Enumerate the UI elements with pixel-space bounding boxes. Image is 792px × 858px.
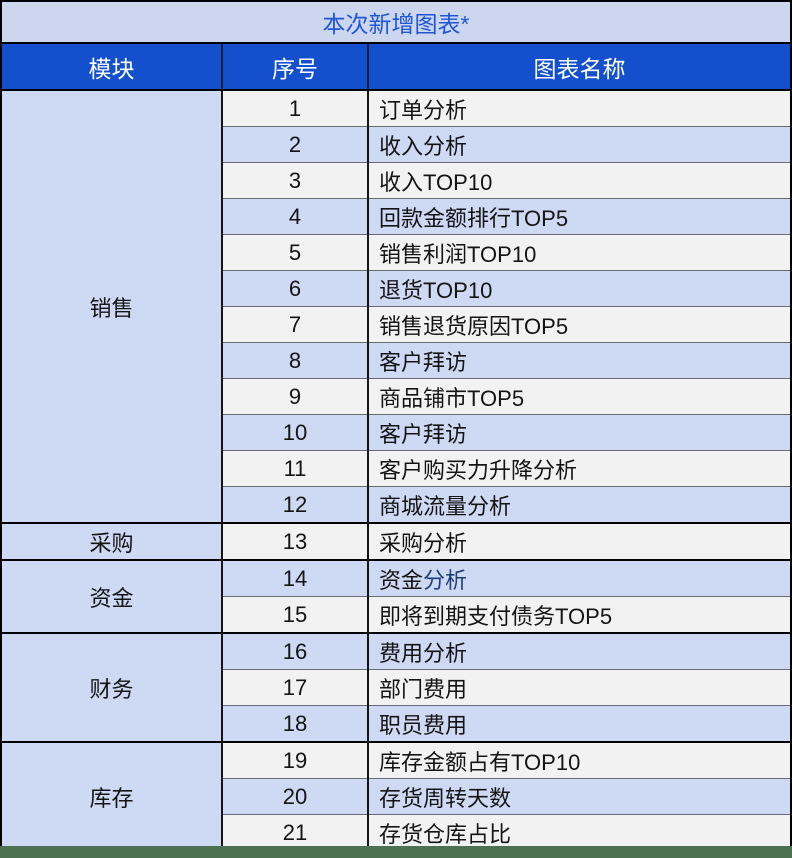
table-row: 15 即将到期支付债务TOP5 bbox=[2, 596, 790, 633]
index-cell: 12 bbox=[222, 486, 369, 523]
table-row: 10 客户拜访 bbox=[2, 414, 790, 451]
bottom-green-bar bbox=[0, 846, 792, 858]
column-header-module: 模块 bbox=[2, 44, 222, 91]
chart-name-cell: 资金分析 bbox=[368, 559, 790, 597]
table-row: 18 职员费用 bbox=[2, 705, 790, 742]
table-row: 4 回款金额排行TOP5 bbox=[2, 198, 790, 235]
table-row: 5 销售利润TOP10 bbox=[2, 234, 790, 271]
chart-name-cell: 销售利润TOP10 bbox=[368, 234, 790, 271]
table-header: 模块 序号 图表名称 bbox=[2, 44, 790, 91]
index-cell: 21 bbox=[222, 814, 369, 850]
chart-name-cell: 回款金额排行TOP5 bbox=[368, 198, 790, 235]
index-cell: 7 bbox=[222, 306, 369, 343]
table-row: 21 存货仓库占比 bbox=[2, 814, 790, 850]
index-cell: 10 bbox=[222, 414, 369, 451]
index-cell: 5 bbox=[222, 234, 369, 271]
module-cell: 库存 bbox=[2, 741, 223, 850]
chart-name-link-text: 分析 bbox=[423, 567, 468, 593]
table-body: 销售 1 订单分析 2 收入分析 3 收入TOP10 4 回款金额排行TOP5 5 销售利润TOP1… bbox=[2, 89, 790, 850]
table-row: 3 收入TOP10 bbox=[2, 162, 790, 199]
chart-name-cell: 采购分析 bbox=[368, 522, 790, 560]
index-cell: 15 bbox=[222, 596, 369, 633]
index-cell: 11 bbox=[222, 450, 369, 487]
table-row: 资金 14 资金分析 bbox=[2, 559, 790, 633]
table-row: 财务 16 费用分析 bbox=[2, 632, 790, 742]
chart-name-cell: 费用分析 bbox=[368, 632, 790, 670]
table-row: 2 收入分析 bbox=[2, 126, 790, 163]
chart-name-cell: 收入TOP10 bbox=[368, 162, 790, 199]
chart-name-cell: 收入分析 bbox=[368, 126, 790, 163]
column-header-index: 序号 bbox=[221, 44, 368, 91]
index-cell: 13 bbox=[222, 522, 369, 560]
column-header-name: 图表名称 bbox=[367, 44, 790, 91]
index-cell: 19 bbox=[222, 741, 369, 779]
chart-name-cell: 存货仓库占比 bbox=[368, 814, 790, 850]
module-cell: 资金 bbox=[2, 559, 223, 633]
index-cell: 1 bbox=[222, 89, 369, 127]
module-cell: 采购 bbox=[2, 522, 223, 560]
chart-name-cell: 客户拜访 bbox=[368, 342, 790, 379]
table-row: 20 存货周转天数 bbox=[2, 778, 790, 815]
chart-name-cell: 销售退货原因TOP5 bbox=[368, 306, 790, 343]
index-cell: 3 bbox=[222, 162, 369, 199]
index-cell: 2 bbox=[222, 126, 369, 163]
table-row: 7 销售退货原因TOP5 bbox=[2, 306, 790, 343]
charts-table: 模块 序号 图表名称 销售 1 订单分析 2 收入分析 3 收入TOP10 4 回款金额排行TO… bbox=[2, 44, 790, 850]
table-row: 销售 1 订单分析 bbox=[2, 89, 790, 523]
index-cell: 20 bbox=[222, 778, 369, 815]
chart-name-cell: 职员费用 bbox=[368, 705, 790, 742]
index-cell: 18 bbox=[222, 705, 369, 742]
chart-name-cell: 退货TOP10 bbox=[368, 270, 790, 307]
index-cell: 6 bbox=[222, 270, 369, 307]
index-cell: 16 bbox=[222, 632, 369, 670]
module-cell: 销售 bbox=[2, 89, 223, 523]
index-cell: 8 bbox=[222, 342, 369, 379]
chart-name-text: 资金 bbox=[379, 567, 424, 593]
index-cell: 17 bbox=[222, 669, 369, 706]
table-row: 采购 13 采购分析 bbox=[2, 522, 790, 560]
chart-name-cell: 存货周转天数 bbox=[368, 778, 790, 815]
chart-name-cell: 客户购买力升降分析 bbox=[368, 450, 790, 487]
chart-name-cell: 商品铺市TOP5 bbox=[368, 378, 790, 415]
chart-name-cell: 库存金额占有TOP10 bbox=[368, 741, 790, 779]
module-cell: 财务 bbox=[2, 632, 223, 742]
table-title: 本次新增图表* bbox=[2, 2, 790, 44]
chart-name-cell: 商城流量分析 bbox=[368, 486, 790, 523]
chart-name-cell: 部门费用 bbox=[368, 669, 790, 706]
table-row: 9 商品铺市TOP5 bbox=[2, 378, 790, 415]
chart-name-cell: 客户拜访 bbox=[368, 414, 790, 451]
table-row: 11 客户购买力升降分析 bbox=[2, 450, 790, 487]
chart-name-cell: 订单分析 bbox=[368, 89, 790, 127]
table-row: 17 部门费用 bbox=[2, 669, 790, 706]
chart-name-cell: 即将到期支付债务TOP5 bbox=[368, 596, 790, 633]
index-cell: 9 bbox=[222, 378, 369, 415]
table-row: 12 商城流量分析 bbox=[2, 486, 790, 523]
table-row: 库存 19 库存金额占有TOP10 bbox=[2, 741, 790, 850]
index-cell: 14 bbox=[222, 559, 369, 597]
index-cell: 4 bbox=[222, 198, 369, 235]
table-row: 8 客户拜访 bbox=[2, 342, 790, 379]
table-row: 6 退货TOP10 bbox=[2, 270, 790, 307]
